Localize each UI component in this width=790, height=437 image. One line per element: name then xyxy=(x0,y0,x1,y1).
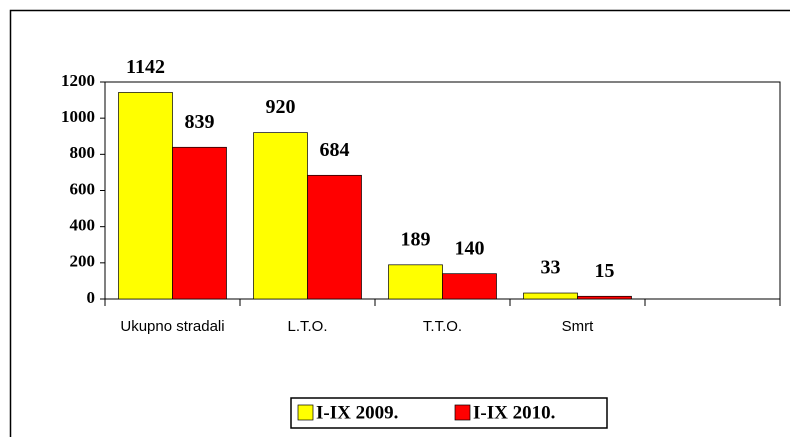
data-label: 920 xyxy=(266,96,296,118)
y-tick-label: 1200 xyxy=(61,71,95,90)
bar xyxy=(388,264,443,300)
y-tick-label: 0 xyxy=(87,288,96,307)
y-tick-label: 800 xyxy=(70,143,96,162)
bar xyxy=(523,292,578,300)
legend-swatch xyxy=(297,404,314,421)
bar xyxy=(118,92,173,300)
legend-box xyxy=(290,397,608,429)
data-label: 839 xyxy=(185,111,215,133)
data-label: 33 xyxy=(541,257,561,279)
legend-label: I-IX 2009. xyxy=(316,402,398,423)
x-tick-label: T.T.O. xyxy=(422,318,463,335)
data-label: 140 xyxy=(455,237,485,259)
legend-label: I-IX 2010. xyxy=(473,402,555,423)
y-tick-label: 600 xyxy=(70,179,96,198)
y-tick-label: 400 xyxy=(70,216,96,235)
x-tick-label: Ukupno stradali xyxy=(120,318,225,335)
legend-swatch xyxy=(454,404,471,421)
data-label: 189 xyxy=(401,228,431,250)
bar xyxy=(307,174,362,300)
data-label: 1142 xyxy=(126,56,165,78)
x-tick-label-box: Ukupno stradali xyxy=(120,318,225,335)
x-tick-label: L.T.O. xyxy=(287,318,328,335)
bar xyxy=(577,295,632,300)
x-tick-label-box: T.T.O. xyxy=(422,318,463,335)
data-label: 684 xyxy=(320,139,350,161)
chart-frame xyxy=(9,9,790,437)
bar xyxy=(442,273,497,300)
x-tick-label-box: Smrt xyxy=(561,318,594,335)
x-tick-label-box: L.T.O. xyxy=(287,318,328,335)
y-tick-label: 1000 xyxy=(61,107,95,126)
bar xyxy=(253,132,308,300)
x-tick-label: Smrt xyxy=(561,318,594,335)
data-label: 15 xyxy=(595,260,615,282)
bar xyxy=(172,146,227,300)
y-tick-label: 200 xyxy=(70,252,96,271)
